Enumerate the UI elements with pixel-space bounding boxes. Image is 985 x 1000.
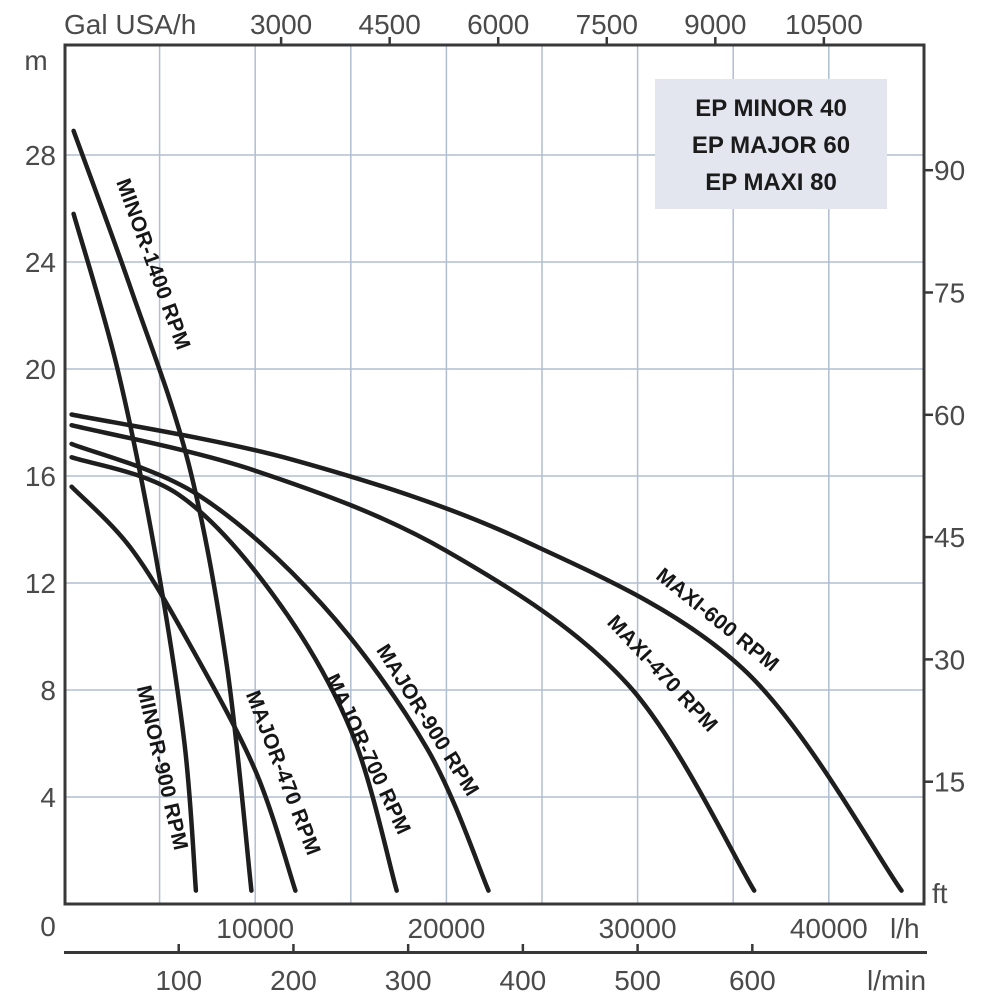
top-tick-label: 7500 (576, 9, 638, 40)
left-axis-unit-label: m (24, 45, 47, 76)
top-tick-label: 4500 (359, 9, 421, 40)
lmin-tick-label: 300 (385, 965, 432, 996)
top-tick-label: 9000 (684, 9, 746, 40)
lmin-tick-label: 100 (155, 965, 202, 996)
bottom-tick-label: 10000 (216, 913, 294, 944)
model-legend-background (655, 79, 887, 209)
curve-maxi-600-rpm (69, 412, 904, 893)
top-axis-unit-label: Gal USA/h (64, 9, 196, 40)
model-legend-item: EP MINOR 40 (695, 95, 847, 122)
top-tick-label: 10500 (785, 9, 863, 40)
curve-label-major-470-rpm: MAJOR-470 RPM (241, 688, 325, 859)
lmin-tick-label: 200 (270, 965, 317, 996)
top-tick-label: 6000 (467, 9, 529, 40)
model-legend-item: EP MAJOR 60 (692, 132, 850, 159)
right-tick-label: 30 (934, 644, 965, 675)
right-tick-label: 60 (934, 400, 965, 431)
left-tick-label: 12 (25, 568, 56, 599)
right-axis-ticks: 15 30 45 60 75 90 (924, 155, 965, 798)
left-tick-label: 20 (25, 354, 56, 385)
lmin-tick-label: 400 (500, 965, 547, 996)
lmin-axis-unit-label: l/min (867, 965, 926, 996)
left-tick-label: 8 (40, 675, 56, 706)
right-axis-unit-label: ft (932, 878, 948, 909)
bottom-axis-labels: 10000 20000 30000 40000 (216, 913, 867, 944)
bottom-tick-label: 30000 (599, 913, 677, 944)
right-tick-label: 75 (934, 277, 965, 308)
right-tick-label: 15 (934, 767, 965, 798)
curve-major-700-rpm (69, 455, 399, 893)
bottom-axis-unit-label: l/h (890, 913, 920, 944)
curve-minor-1400-rpm (71, 128, 254, 893)
left-axis-labels: 4 8 12 16 20 24 28 (25, 140, 56, 813)
top-tick-label: 3000 (250, 9, 312, 40)
right-tick-label: 45 (934, 522, 965, 553)
left-tick-label: 16 (25, 461, 56, 492)
left-tick-label: 4 (40, 782, 56, 813)
model-legend: EP MINOR 40 EP MAJOR 60 EP MAXI 80 (655, 79, 887, 209)
pump-curves (69, 128, 904, 893)
right-tick-label: 90 (934, 155, 965, 186)
curve-major-900-rpm (69, 441, 491, 893)
bottom-tick-label: 40000 (790, 913, 868, 944)
left-tick-label: 24 (25, 247, 56, 278)
plot-border (63, 43, 926, 906)
gridlines (65, 45, 924, 904)
curve-minor-900-rpm (71, 211, 199, 893)
curve-label-minor-900-rpm: MINOR-900 RPM (132, 683, 192, 852)
bottom-tick-label: 20000 (407, 913, 485, 944)
lmin-tick-label: 500 (614, 965, 661, 996)
model-legend-item: EP MAXI 80 (705, 169, 837, 196)
top-axis-ticks: 3000 4500 6000 7500 9000 10500 (250, 9, 863, 46)
lmin-tick-label: 600 (729, 965, 776, 996)
curve-major-470-rpm (69, 484, 298, 893)
curve-maxi-470-rpm (69, 422, 757, 893)
curve-label-maxi-600-rpm: MAXI-600 RPM (652, 564, 784, 677)
lmin-axis: 100 200 300 400 500 600 (64, 944, 927, 996)
origin-label: 0 (40, 911, 56, 942)
left-tick-label: 28 (25, 140, 56, 171)
